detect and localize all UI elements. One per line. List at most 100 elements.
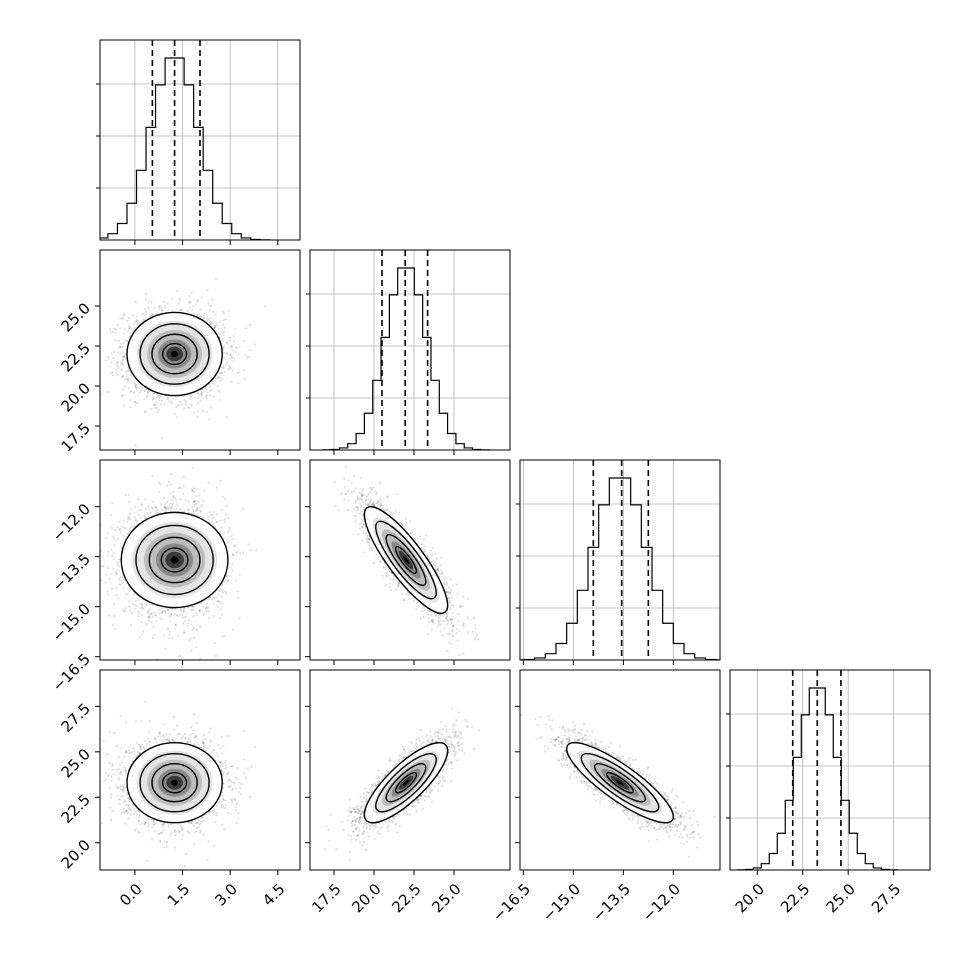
sample-point [121,375,125,378]
sample-point [96,348,98,350]
sample-point [218,616,221,620]
sample-point [207,304,210,307]
sample-point [205,316,208,319]
sample-point [141,604,144,607]
sample-point [229,346,232,349]
sample-point [171,637,174,640]
sample-point [181,492,185,495]
sample-point [219,479,222,482]
sample-point [122,317,125,320]
sample-point [233,544,236,547]
sample-point [121,357,124,360]
sample-point [148,390,151,393]
sample-point [202,409,205,412]
sample-point [121,395,124,398]
sample-point [110,371,113,375]
sample-point [221,310,225,313]
sample-point [188,397,192,401]
sample-point [107,593,110,596]
sample-point [223,326,226,329]
sample-point [170,613,173,616]
sample-point [196,500,199,503]
sample-point [206,289,209,292]
sample-point [182,608,185,611]
sample-point [229,367,232,370]
sample-point [133,505,136,508]
sample-point [232,553,236,556]
sample-point [225,415,228,419]
sample-point [209,323,213,326]
sample-point [170,402,173,405]
sample-point [191,605,195,609]
sample-point [193,505,196,508]
sample-point [164,610,167,613]
sample-point [112,350,116,354]
sample-point [151,636,155,640]
sample-point [209,317,212,320]
sample-point [109,328,112,331]
sample-point [164,647,167,650]
sample-point [231,369,234,372]
sample-point [197,396,200,399]
sample-point [110,352,113,355]
sample-point [205,410,209,413]
sample-point [179,498,182,501]
sample-point [110,361,113,364]
sample-point [117,366,120,370]
sample-point [169,507,172,510]
sample-point [201,516,204,519]
sample-point [213,596,216,599]
sample-point [121,375,124,378]
sample-point [225,352,229,355]
sample-point [233,545,237,548]
sample-point [181,622,185,625]
sample-point [238,573,241,576]
sample-point [211,513,214,516]
sample-point [119,352,122,355]
sample-point [153,633,156,636]
sample-point [215,521,218,524]
sample-point [209,320,212,324]
sample-point [116,351,120,354]
sample-point [215,322,218,325]
sample-point [205,394,208,397]
sample-point [206,391,209,394]
sample-point [109,331,113,334]
sample-point [237,353,240,356]
sample-point [198,494,201,497]
sample-point [200,392,203,396]
sample-point [122,363,125,367]
sample-point [174,623,177,627]
sample-point [210,406,213,409]
sample-point [200,393,204,396]
sample-point [100,579,103,582]
sample-point [209,393,212,397]
sample-point [226,580,229,583]
sample-point [119,345,122,348]
sample-point [144,410,147,413]
sample-point [93,399,95,401]
sample-point [140,621,143,624]
sample-point [200,505,203,508]
sample-point [178,508,181,511]
sample-point [127,501,131,504]
sample-point [185,400,188,403]
sample-point [200,296,203,299]
sample-point [166,506,169,509]
sample-point [126,520,130,523]
sample-point [184,616,187,619]
sample-point [195,507,199,510]
sample-point [136,322,140,325]
sample-point [237,596,240,599]
sample-point [182,610,185,613]
sample-point [183,509,187,512]
sample-point [208,511,212,514]
sample-point [111,555,114,558]
sample-point [195,645,198,649]
sample-point [226,368,230,371]
sample-point [139,387,142,390]
sample-point [140,603,143,606]
sample-point [140,613,143,616]
sample-point [224,363,228,366]
sample-point [107,357,110,360]
